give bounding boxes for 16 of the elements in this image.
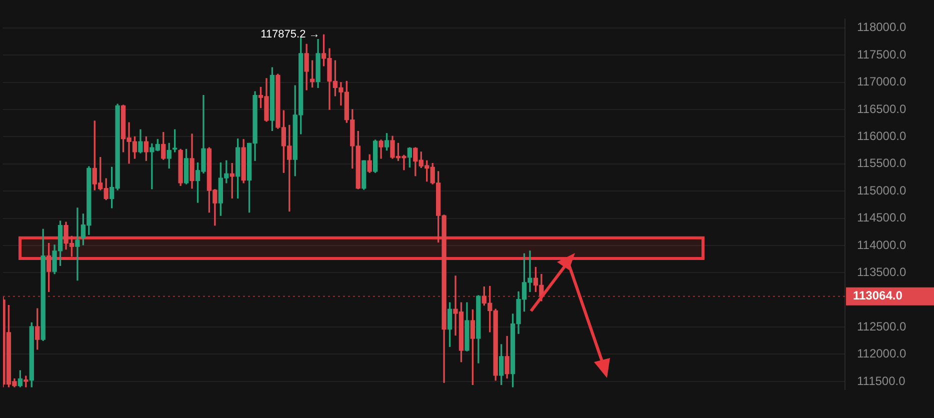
y-tick-label: 112500.0 xyxy=(857,319,906,334)
y-tick-label: 112000.0 xyxy=(857,346,906,361)
y-tick-label: 116000.0 xyxy=(857,128,906,143)
y-tick-label: 115000.0 xyxy=(857,183,906,198)
y-tick-label: 114500.0 xyxy=(857,210,906,225)
candlestick xyxy=(75,208,80,281)
y-tick-label: 116500.0 xyxy=(857,102,906,116)
y-tick-label: 113500.0 xyxy=(857,264,906,279)
annotation: 117875.2 → xyxy=(260,28,320,41)
y-tick-label: 117000.0 xyxy=(857,74,906,89)
y-tick-label: 111500.0 xyxy=(857,374,906,388)
y-tick-label: 117500.0 xyxy=(857,47,906,62)
y-tick-label: 114000.0 xyxy=(857,238,906,252)
ref-line-label: 113064.0 xyxy=(853,288,903,303)
y-tick-label: 115500.0 xyxy=(857,156,906,170)
y-tick-label: 118000.0 xyxy=(857,20,906,34)
